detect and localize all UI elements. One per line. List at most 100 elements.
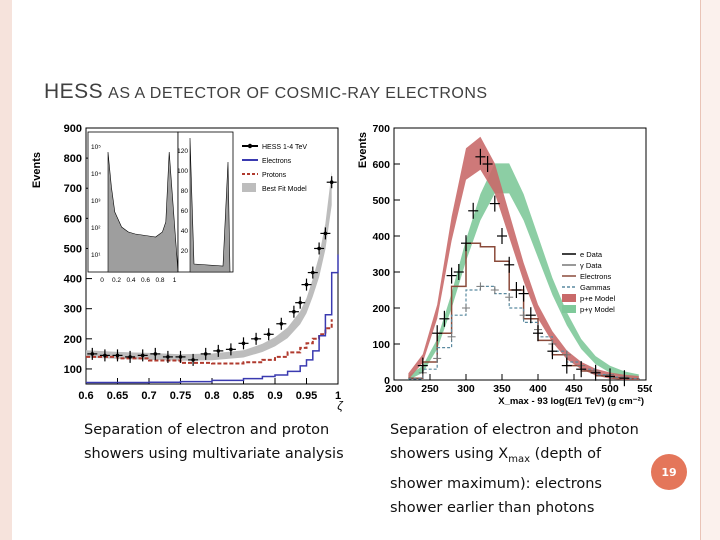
slide-title: HESS AS A DETECTOR OF COSMIC-RAY ELECTRO… [44,80,488,104]
y-tick-label: 500 [372,195,390,207]
inset-x-tick: 0.4 [126,277,135,284]
y-tick-label: 300 [372,267,390,279]
data-point [90,352,95,356]
caption-right-text-2: (depth of shower maximum): electrons sho… [390,446,602,516]
x-tick-label: 1 [335,390,341,402]
y-axis-label: Events [31,152,43,188]
x-tick-label: 300 [457,383,475,395]
title-part-2: AS A DETECTOR OF COSMIC-RAY ELECTRONS [108,85,488,102]
y-tick-label: 600 [64,213,82,225]
caption-left-text: Separation of electron and proton shower… [84,422,344,462]
data-point [329,180,334,185]
data-point [241,341,246,346]
x-tick-label: 350 [493,383,511,395]
inset-x-tick: 0.6 [141,277,150,284]
x-tick-label: 0.75 [170,390,191,402]
legend-hess-label: HESS 1-4 TeV [262,144,307,151]
legend-best-fit-swatch [242,183,256,192]
inset-y-tick-lin: 80 [181,188,189,195]
x-tick-label: 0.9 [267,390,282,402]
y-tick-label: 500 [64,243,82,255]
series-p-gamma-model [408,163,639,380]
slide-frame-divider [700,0,701,540]
caption-right-text-1: Separation of electron and photon shower… [390,422,639,462]
caption-right-subscript: max [508,453,531,465]
x-tick-label: 0.85 [233,390,254,402]
x-tick-label: 250 [421,383,439,395]
inset-y-tick-lin: 120 [177,148,188,155]
data-point [128,355,132,359]
x-tick-label: 0.7 [141,390,156,402]
inset-x-tick: 0.2 [112,277,121,284]
x-tick-label: 500 [601,383,619,395]
data-point [304,282,309,287]
xmax-chart: 0 100 200 300 400 500 600 700 200 250 300 350 400 450… [357,123,652,407]
x-tick-label: 400 [529,383,547,395]
inset-y-tick-lin: 20 [181,248,189,255]
page-number: 19 [661,465,677,479]
data-point [191,358,195,362]
data-point [266,332,271,337]
x-tick-label: 0.95 [296,390,317,402]
legend-best-fit-label: Best Fit Model [262,186,307,193]
x-tick-label: 0.65 [107,390,128,402]
legend-p-gamma-model-label: p+γ Model [580,305,615,314]
y-axis-label: Events [357,132,369,168]
legend-electrons-label: Electrons [580,272,612,281]
inset-x-tick: 1 [173,277,177,284]
y-tick-label: 400 [64,274,82,286]
legend-p-e-model-label: p+e Model [580,294,616,303]
inset-y-tick-log: 10⁴ [91,171,101,178]
slide-frame-right [701,0,720,540]
inset-y-tick-lin: 60 [181,208,189,215]
legend-e-data-label: e Data [580,250,603,259]
y-tick-label: 900 [64,123,82,135]
data-point [216,349,221,353]
page-number-badge: 19 [651,454,687,490]
y-tick-label: 200 [64,334,82,346]
inset-y-tick-log: 10⁵ [91,144,101,151]
data-point [153,352,158,356]
inset-y-tick-lin: 40 [181,228,189,235]
series-electrons [86,254,339,384]
data-point [166,355,170,359]
x-axis-label: X_max - 93 log(E/1 TeV) (g cm⁻²) [498,396,644,407]
inset-y-tick-log: 10³ [91,198,101,205]
y-tick-label: 700 [64,183,82,195]
data-point [140,353,145,358]
data-point [229,347,233,352]
inset-histogram-log [107,151,179,273]
x-tick-label: 0.6 [78,390,93,402]
x-tick-label: 550 [637,383,652,395]
data-point [298,300,303,305]
x-axis-label: ζ [337,399,344,413]
y-tick-label: 0 [384,375,390,387]
x-tick-label: 450 [565,383,583,395]
data-point [292,309,296,314]
slide-frame-left [0,0,12,540]
inset-x-tick: 0 [100,277,104,284]
data-point [115,353,120,358]
y-tick-label: 600 [372,159,390,171]
caption-left: Separation of electron and proton shower… [84,418,352,466]
data-point [254,337,258,341]
inset-x-tick: 0.8 [155,277,164,284]
data-point [311,270,315,275]
title-part-1: HESS [44,80,104,103]
y-tick-label: 200 [372,303,390,315]
y-tick-label: 100 [372,339,390,351]
legend-p-gamma-model-swatch [562,305,576,313]
inset-y-tick-lin: 100 [177,168,188,175]
legend-protons-label: Protons [262,172,287,179]
inset-y-tick-log: 10¹ [91,252,101,259]
y-tick-label: 300 [64,304,82,316]
inset-y-tick-log: 10² [91,225,101,232]
x-tick-label: 0.8 [204,390,219,402]
y-tick-label: 100 [64,364,82,376]
legend-gamma-data-label: γ Data [580,261,603,270]
legend-gammas-label: Gammas [580,283,611,292]
y-tick-label: 400 [372,231,390,243]
legend-p-e-model-swatch [562,294,576,302]
legend-hess-marker [247,143,253,149]
